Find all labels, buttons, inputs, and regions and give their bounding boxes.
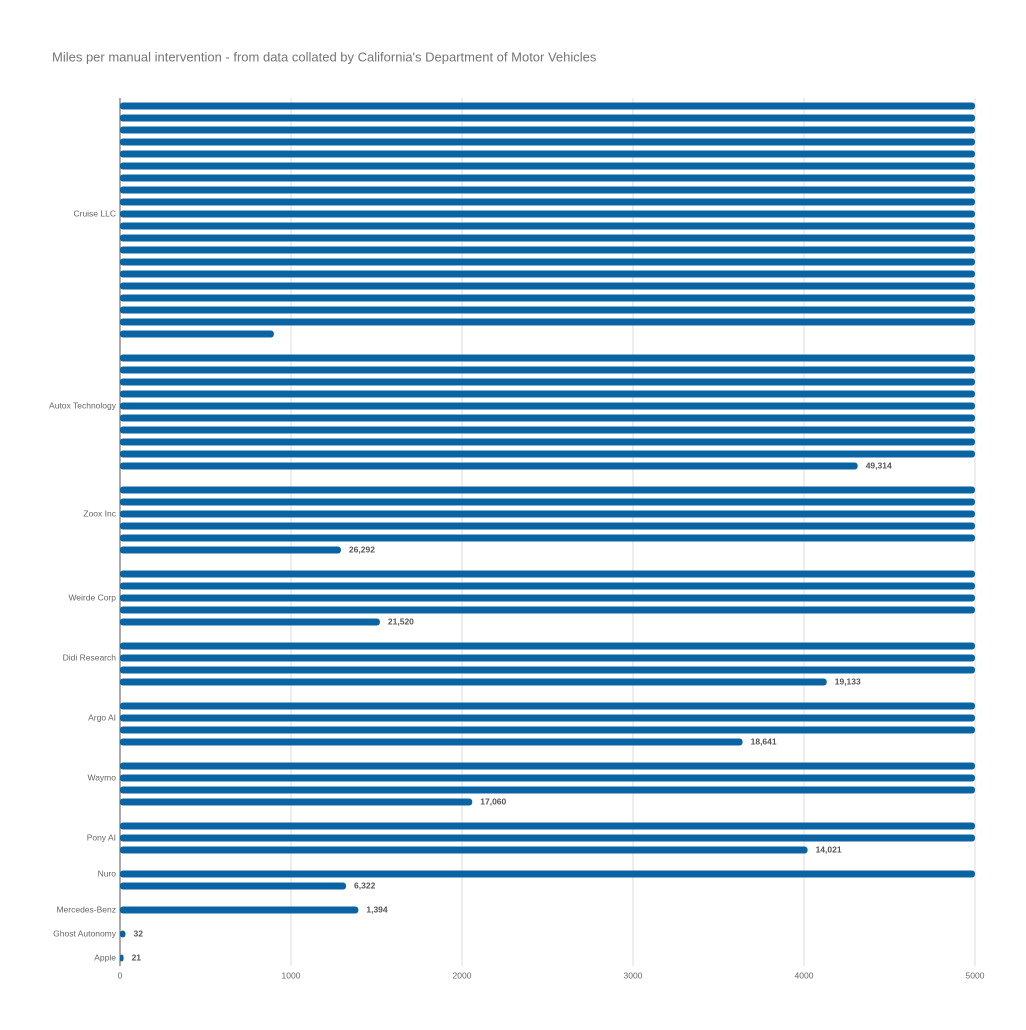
bar: [120, 414, 975, 422]
value-label: 21: [132, 952, 142, 962]
bar: [120, 174, 975, 182]
y-tick-label: Apple: [94, 952, 116, 962]
bar: [120, 786, 975, 794]
bar: [120, 678, 827, 686]
bar: [120, 510, 975, 518]
bar: [120, 282, 975, 290]
bar: [120, 498, 975, 506]
bar: [120, 426, 975, 434]
value-label: 17,060: [480, 796, 506, 806]
bar: [120, 186, 975, 194]
bar: [120, 138, 975, 146]
value-label: 32: [133, 928, 143, 938]
bar: [120, 870, 975, 878]
bar: [120, 822, 975, 830]
bar: [120, 210, 975, 218]
bar: [120, 102, 975, 110]
x-tick-label: 3000: [624, 970, 643, 980]
bar: [120, 354, 975, 362]
bar: [120, 582, 975, 590]
bar: [120, 390, 975, 398]
value-label: 14,021: [816, 844, 842, 854]
bar: [120, 306, 975, 314]
y-tick-label: Cruise LLC: [73, 208, 116, 218]
bar: [120, 726, 975, 734]
bar: [120, 882, 347, 890]
bar: [120, 198, 975, 206]
y-tick-label: Ghost Autonomy: [53, 928, 117, 938]
y-tick-label: Weirde Corp: [68, 592, 116, 602]
bar: [120, 738, 743, 746]
bar: [120, 666, 975, 674]
value-label: 49,314: [866, 460, 892, 470]
bar: [120, 246, 975, 254]
bar: [120, 126, 975, 134]
bar: [120, 462, 858, 470]
bar: [120, 906, 359, 914]
y-tick-label: Argo AI: [88, 712, 116, 722]
bar: [120, 270, 975, 278]
y-tick-label: Zoox Inc: [83, 508, 116, 518]
bar: [120, 618, 380, 626]
bar: [120, 930, 126, 938]
bar: [120, 258, 975, 266]
bar: [120, 114, 975, 122]
bar: [120, 330, 274, 338]
bar: [120, 714, 975, 722]
bar: [120, 366, 975, 374]
bar: [120, 834, 975, 842]
bar: [120, 450, 975, 458]
bar: [120, 534, 975, 542]
value-label: 18,641: [751, 736, 777, 746]
y-tick-label: Pony AI: [87, 832, 116, 842]
bar: [120, 222, 975, 230]
bar: [120, 774, 975, 782]
bar: [120, 234, 975, 242]
y-tick-label: Didi Research: [63, 652, 117, 662]
bar: [120, 798, 473, 806]
y-tick-label: Mercedes-Benz: [56, 904, 116, 914]
bar: [120, 702, 975, 710]
bar: [120, 438, 975, 446]
bar: [120, 954, 124, 962]
y-tick-label: Nuro: [98, 868, 117, 878]
bar: [120, 402, 975, 410]
chart-title: Miles per manual intervention - from dat…: [52, 49, 597, 64]
bar: [120, 606, 975, 614]
value-label: 6,322: [354, 880, 376, 890]
x-tick-label: 1000: [282, 970, 301, 980]
value-label: 21,520: [388, 616, 414, 626]
bar: [120, 162, 975, 170]
bar: [120, 150, 975, 158]
bar: [120, 378, 975, 386]
bar: [120, 762, 975, 770]
bar: [120, 642, 975, 650]
value-label: 1,394: [366, 904, 388, 914]
bar: [120, 294, 975, 302]
x-tick-label: 4000: [795, 970, 814, 980]
x-tick-label: 2000: [453, 970, 472, 980]
bar: [120, 546, 341, 554]
bar: [120, 594, 975, 602]
x-tick-label: 5000: [966, 970, 985, 980]
bar: [120, 318, 975, 326]
bar: [120, 654, 975, 662]
bar: [120, 846, 808, 854]
bar: [120, 486, 975, 494]
bar: [120, 570, 975, 578]
value-label: 19,133: [835, 676, 861, 686]
bar: [120, 522, 975, 530]
y-tick-label: Waymo: [88, 772, 117, 782]
value-label: 26,292: [349, 544, 375, 554]
x-tick-label: 0: [118, 970, 123, 980]
y-tick-label: Autox Technology: [49, 400, 117, 410]
